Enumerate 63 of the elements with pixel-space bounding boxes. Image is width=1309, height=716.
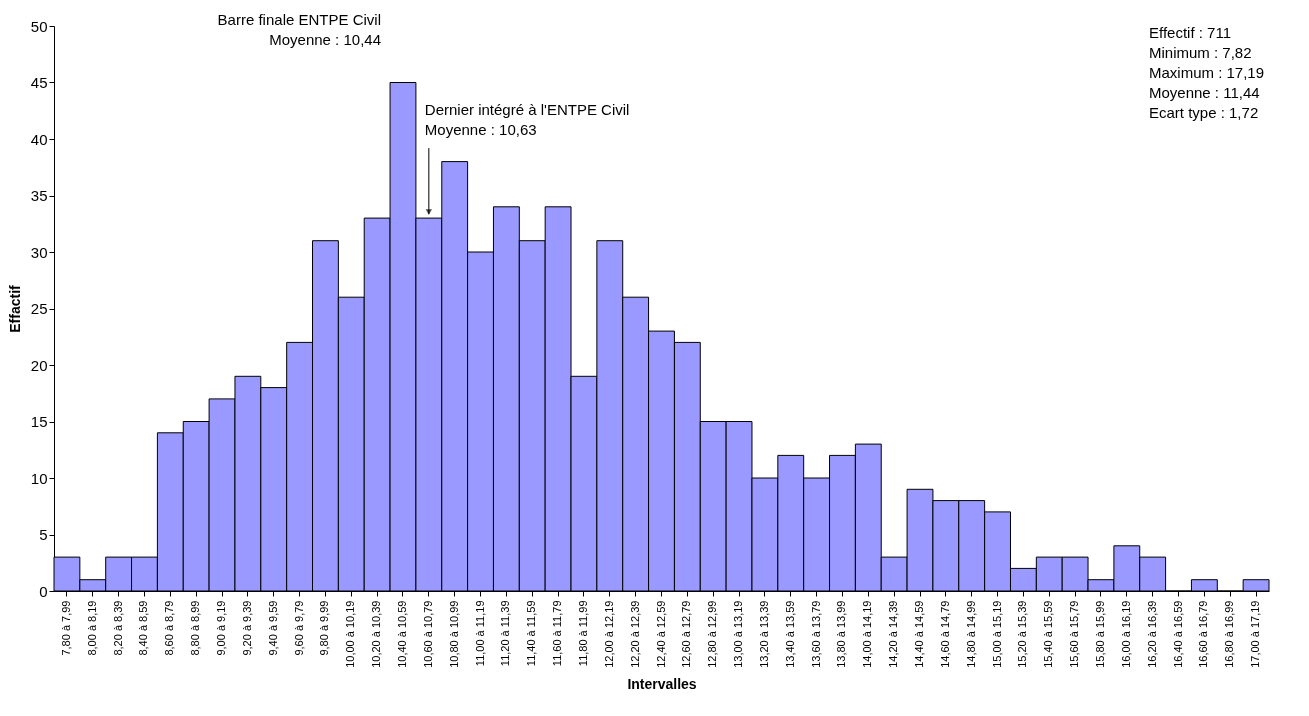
x-tick-label: 13,60 à 13,79 <box>809 600 822 668</box>
x-tick-label: 12,40 à 12,59 <box>654 600 667 668</box>
y-tick-label: 20 <box>30 356 48 374</box>
y-tick-label: 40 <box>30 130 48 148</box>
x-tick-label: 9,80 à 9,99 <box>318 600 331 656</box>
y-tick-label: 0 <box>39 582 48 600</box>
x-tick-label: 7,80 à 7,99 <box>59 600 72 656</box>
x-tick-label: 14,00 à 14,19 <box>861 600 874 668</box>
x-tick-label: 9,20 à 9,39 <box>240 600 253 656</box>
annotation: Effectif : 711 Minimum : 7,82 Maximum : 17,19 Moyenne : 11,44 Ecart type : 1,72 <box>1149 24 1265 121</box>
x-tick-label: 16,20 à 16,39 <box>1145 600 1158 668</box>
x-tick-label: 10,60 à 10,79 <box>421 600 434 668</box>
y-tick-label: 10 <box>30 469 48 487</box>
x-tick-label: 17,00 à 17,19 <box>1249 600 1262 668</box>
x-tick-label: 14,60 à 14,79 <box>938 600 951 668</box>
x-tick-label: 14,80 à 14,99 <box>964 600 977 668</box>
x-tick-label: 16,40 à 16,59 <box>1171 600 1184 668</box>
x-axis-title: Intervalles <box>627 675 697 692</box>
x-tick-label: 12,00 à 12,19 <box>602 600 615 668</box>
x-tick-label: 14,40 à 14,59 <box>913 600 926 668</box>
x-tick-label: 11,00 à 11,19 <box>473 600 486 667</box>
x-tick-label: 8,40 à 8,59 <box>137 600 150 656</box>
x-tick-label: 12,80 à 12,99 <box>706 600 719 668</box>
x-tick-label: 13,40 à 13,59 <box>783 600 796 668</box>
x-tick-label: 10,00 à 10,19 <box>344 600 357 668</box>
x-tick-label: 12,60 à 12,79 <box>680 600 693 668</box>
x-tick-label: 10,80 à 10,99 <box>447 600 460 668</box>
annotation: Barre finale ENTPE Civil Moyenne : 10,44 <box>217 10 381 48</box>
x-tick-label: 15,20 à 15,39 <box>1016 600 1029 668</box>
y-tick-label: 35 <box>30 187 48 204</box>
x-tick-label: 15,60 à 15,79 <box>1068 600 1081 668</box>
x-tick-label: 15,00 à 15,19 <box>990 600 1003 668</box>
x-tick-label: 9,00 à 9,19 <box>215 600 228 656</box>
x-tick-label: 16,80 à 16,99 <box>1223 600 1236 668</box>
y-axis-title: Effactif <box>6 284 23 333</box>
x-tick-label: 16,60 à 16,79 <box>1197 600 1210 668</box>
x-tick-label: 9,40 à 9,59 <box>266 600 279 656</box>
x-tick-label: 13,00 à 13,19 <box>732 600 745 668</box>
x-tick-label: 16,00 à 16,19 <box>1119 600 1132 668</box>
x-tick-label: 11,80 à 11,99 <box>576 600 589 667</box>
x-tick-label: 8,20 à 8,39 <box>111 600 124 656</box>
x-tick-label: 8,80 à 8,99 <box>189 600 202 656</box>
y-tick-label: 30 <box>30 243 48 261</box>
y-tick-label: 15 <box>30 413 48 430</box>
x-tick-label: 14,20 à 14,39 <box>887 600 900 668</box>
x-tick-label: 8,60 à 8,79 <box>163 600 176 656</box>
y-tick-label: 25 <box>30 300 48 317</box>
annotation: Dernier intégré à l'ENTPE Civil Moyenne : 10,63 <box>424 101 630 139</box>
x-tick-label: 9,60 à 9,79 <box>292 600 305 656</box>
x-tick-label: 13,80 à 13,99 <box>835 600 848 668</box>
y-tick-label: 50 <box>30 17 48 35</box>
x-tick-label: 10,20 à 10,39 <box>370 600 383 668</box>
x-tick-label: 8,00 à 8,19 <box>85 600 98 656</box>
x-tick-label: 13,20 à 13,39 <box>757 600 770 668</box>
y-tick-label: 45 <box>30 74 48 91</box>
x-tick-label: 11,40 à 11,59 <box>525 600 538 667</box>
y-tick-label: 5 <box>39 526 48 543</box>
x-tick-label: 11,60 à 11,79 <box>551 600 564 667</box>
x-tick-label: 15,40 à 15,59 <box>1042 600 1055 668</box>
x-tick-label: 12,20 à 12,39 <box>628 600 641 668</box>
x-tick-label: 10,40 à 10,59 <box>395 600 408 668</box>
x-tick-label: 15,80 à 15,99 <box>1093 600 1106 668</box>
x-tick-label: 11,20 à 11,39 <box>499 600 512 667</box>
